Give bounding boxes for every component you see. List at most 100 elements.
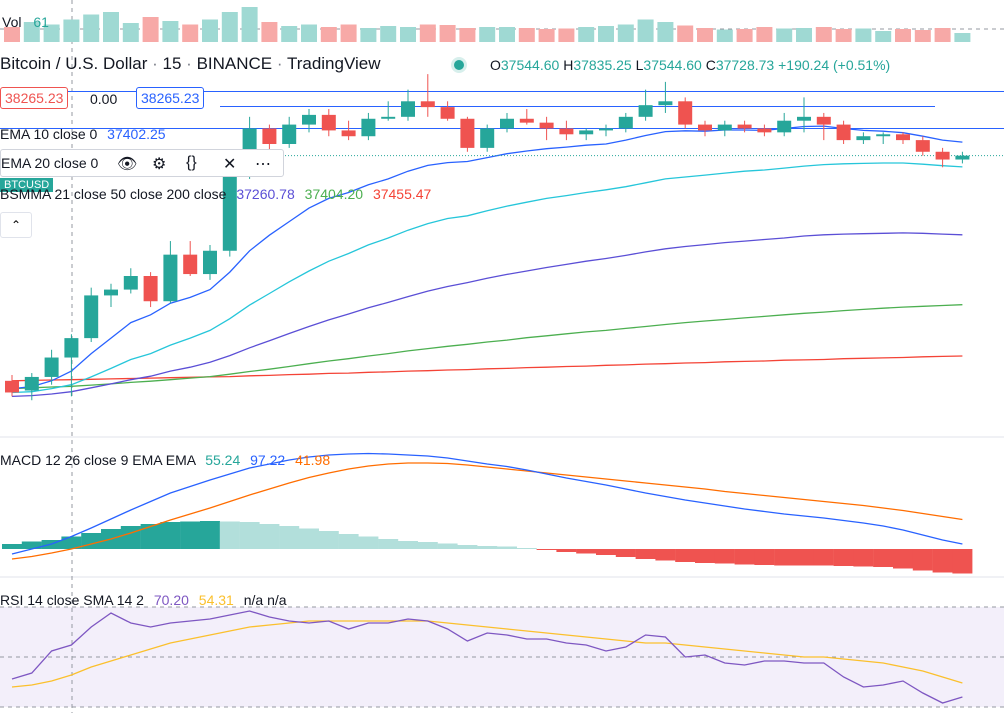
- symbol-name[interactable]: Bitcoin / U.S. Dollar: [0, 54, 148, 73]
- rsi-value: 70.20: [153, 592, 189, 608]
- volume-bar: [796, 28, 812, 42]
- candle-body: [915, 140, 930, 152]
- macd-legend[interactable]: MACD 12 26 close 9 EMA EMA 55.24 97.22 4…: [0, 451, 330, 469]
- macd-histogram-bar: [516, 548, 537, 549]
- ema10-legend[interactable]: EMA 10 close 0 37402.25: [0, 125, 166, 143]
- collapse-legend-chevron-icon[interactable]: ⌃: [0, 212, 32, 238]
- candle-body: [321, 114, 336, 131]
- volume-legend: Vol 61: [2, 13, 49, 31]
- volume-bar: [320, 27, 337, 42]
- volume-bar: [340, 24, 357, 42]
- eye-icon[interactable]: 👁: [117, 156, 138, 173]
- candle-body: [440, 107, 455, 119]
- smma200-line: [11, 355, 963, 382]
- candle-body: [935, 151, 950, 160]
- volume-bar: [875, 31, 892, 42]
- volume-bar: [241, 7, 258, 42]
- volume-bar: [815, 27, 832, 42]
- macd-histogram-bar: [2, 544, 22, 549]
- candle-body: [836, 124, 851, 141]
- candle-body: [717, 124, 732, 131]
- smma200-value: 37455.47: [372, 186, 432, 202]
- volume-bar: [83, 14, 100, 42]
- rsi-line: [11, 610, 963, 704]
- volume-bar: [202, 19, 218, 42]
- macd-histogram-bar: [219, 521, 240, 549]
- candle-body: [579, 130, 594, 135]
- ohlc-legend: O37544.60 H37835.25 L37544.60 C37728.73 …: [490, 56, 890, 74]
- volume-label: Vol: [2, 14, 22, 30]
- volume-bar: [419, 24, 436, 42]
- candle-body: [203, 250, 217, 275]
- source-label: TradingView: [286, 54, 381, 73]
- volume-bar: [954, 33, 971, 42]
- candle-body: [618, 116, 633, 129]
- volume-bar: [162, 21, 179, 42]
- candle-body: [658, 101, 673, 106]
- volume-bar: [518, 28, 535, 42]
- candle-body: [955, 155, 970, 160]
- more-icon[interactable]: ⋯: [255, 156, 271, 173]
- rsi-legend[interactable]: RSI 14 close SMA 14 2 70.20 54.31 n/a n/…: [0, 591, 287, 609]
- remove-icon[interactable]: ✕: [223, 156, 237, 173]
- macd-histogram-bar: [556, 549, 577, 552]
- interval-label[interactable]: 15: [162, 54, 182, 73]
- macd-histogram-bar: [358, 536, 379, 549]
- candle-body: [896, 134, 910, 141]
- macd-histogram-bar: [497, 546, 517, 549]
- macd-histogram-bar: [833, 549, 854, 566]
- candle-body: [5, 380, 19, 393]
- volume-bar: [380, 26, 397, 42]
- volume-bar: [261, 22, 278, 42]
- macd-histogram-bar: [299, 528, 319, 549]
- volume-bar: [835, 29, 852, 42]
- macd-histogram-bar: [873, 549, 894, 567]
- macd-histogram-bar: [259, 524, 280, 549]
- macd-histogram-bar: [279, 526, 300, 549]
- volume-bar: [43, 24, 60, 42]
- volume-bar: [736, 29, 753, 42]
- macd-histogram-bar: [813, 549, 834, 566]
- volume-bar: [4, 27, 20, 42]
- high-value: 37835.25: [573, 57, 632, 73]
- sell-button[interactable]: 38265.23: [0, 87, 69, 109]
- settings-icon[interactable]: ⚙: [152, 156, 167, 173]
- macd-histogram-bar: [774, 549, 795, 566]
- macd-histogram-bar: [952, 549, 973, 574]
- candle-body: [519, 118, 534, 123]
- macd-label: MACD 12 26 close 9 EMA EMA: [0, 452, 196, 468]
- candle-body: [401, 101, 415, 117]
- candle-body: [163, 254, 178, 302]
- smma-legend[interactable]: BSMMA 21 close 50 close 200 close 37260.…: [0, 185, 431, 203]
- spread-value: 0.00: [90, 91, 118, 107]
- volume-bar: [578, 27, 595, 42]
- buy-button[interactable]: 38265.23: [136, 87, 205, 109]
- macd-histogram-bar: [695, 549, 715, 563]
- source-code-icon[interactable]: {}: [186, 154, 197, 171]
- rsi-na-1: n/a: [243, 592, 264, 608]
- macd-histogram-bar: [457, 545, 478, 549]
- smma50-value: 37404.20: [304, 186, 364, 202]
- exchange-label: BINANCE: [196, 54, 273, 73]
- volume-bar: [697, 28, 713, 42]
- macd-histogram-bar: [120, 526, 141, 549]
- candle-body: [341, 130, 356, 137]
- candle-body: [757, 128, 772, 133]
- smma-label: BSMMA 21 close 50 close 200 close: [0, 186, 227, 202]
- candle-body: [302, 114, 316, 125]
- rsi-sma-line: [11, 620, 963, 688]
- volume-bar: [776, 28, 793, 42]
- volume-bar: [221, 12, 238, 42]
- macd-histogram-bar: [200, 521, 220, 549]
- macd-value: 97.22: [250, 452, 286, 468]
- volume-bar: [657, 22, 674, 42]
- volume-bar: [103, 12, 119, 42]
- rsi-na-2: n/a: [267, 592, 287, 608]
- candle-body: [420, 101, 435, 108]
- macd-histogram-bar: [477, 546, 498, 549]
- candle-body: [361, 118, 376, 137]
- open-value: 37544.60: [500, 57, 560, 73]
- market-status-icon[interactable]: [451, 57, 467, 73]
- volume-bar: [400, 27, 416, 42]
- candle-body: [222, 175, 237, 251]
